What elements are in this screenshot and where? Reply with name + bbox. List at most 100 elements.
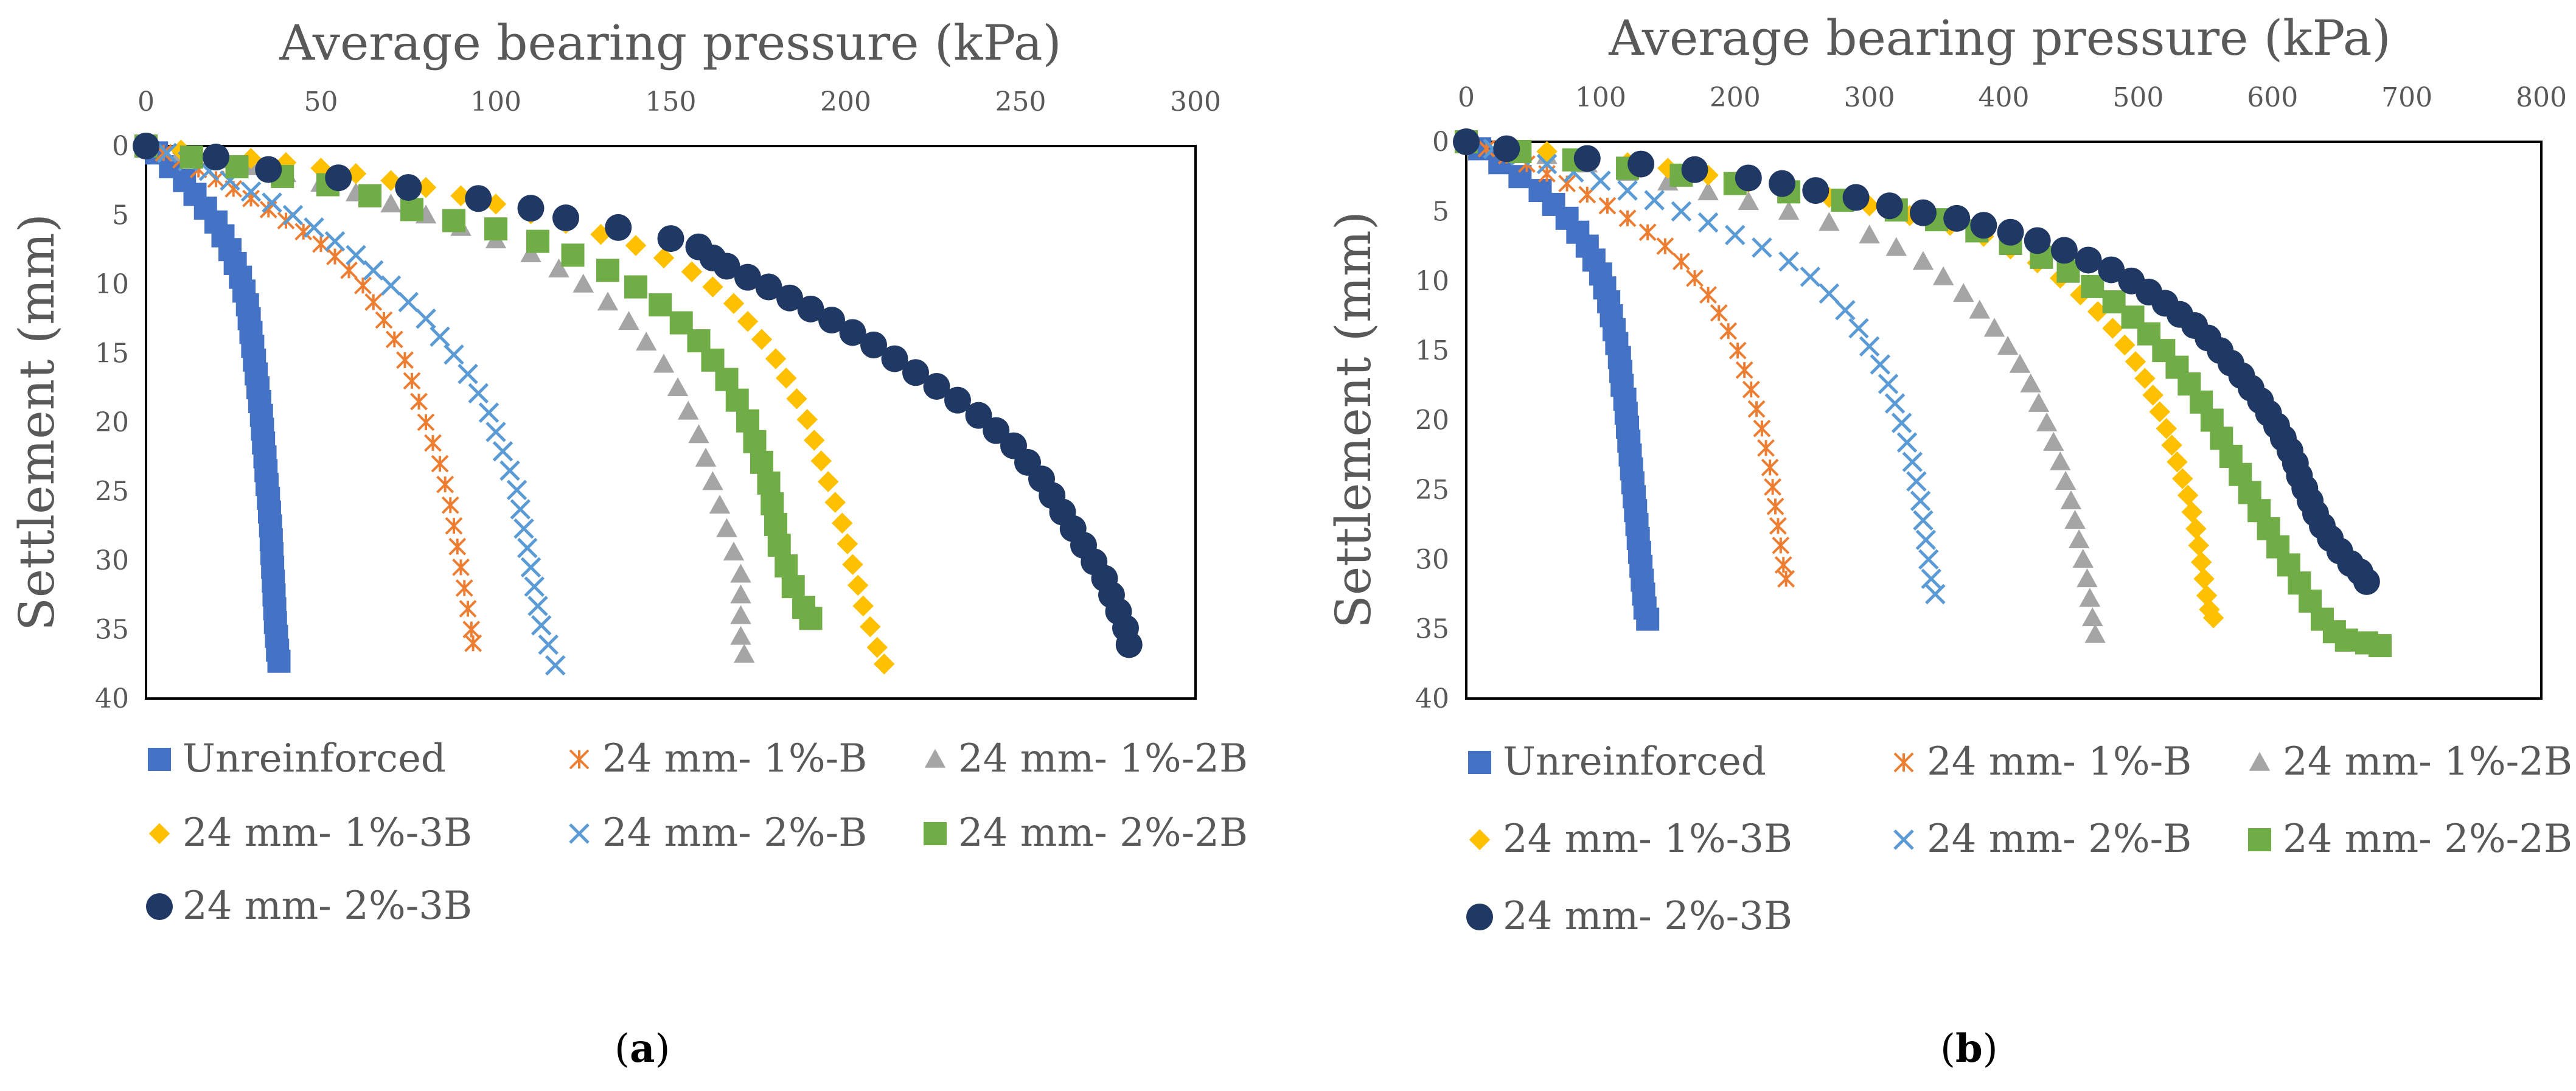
panel-caption: (a) <box>614 1026 670 1072</box>
data-point-24-mm-2-3b <box>755 273 782 301</box>
data-point-24-mm-1-3b <box>804 430 825 451</box>
data-point-24-mm-1-2b <box>653 354 675 373</box>
data-point-24-mm-1-b <box>385 330 403 349</box>
data-point-24-mm-1-2b <box>709 494 731 514</box>
data-point-24-mm-2-b <box>524 576 545 597</box>
data-point-24-mm-1-2b <box>695 447 717 467</box>
data-point-24-mm-1-2b <box>702 471 723 490</box>
data-point-24-mm-2-3b <box>1997 218 2024 246</box>
data-point-24-mm-1-2b <box>2020 373 2041 392</box>
data-point-24-mm-2-3b <box>1573 145 1601 172</box>
data-point-24-mm-2-3b <box>395 174 422 201</box>
data-point-24-mm-1-3b <box>2193 568 2215 590</box>
data-point-24-mm-2-3b <box>465 185 492 212</box>
data-point-24-mm-1-2b <box>380 193 402 213</box>
legend-item: 24 mm- 1%-B <box>569 736 867 781</box>
data-point-24-mm-1-2b <box>730 584 751 604</box>
data-point-24-mm-1-2b <box>688 424 709 444</box>
legend-item: 24 mm- 1%-3B <box>1469 817 1792 862</box>
y-tick-label: 40 <box>95 683 129 714</box>
legend: Unreinforced 24 mm- 1%-B 24 mm- 1%-2B 24 mm… <box>146 736 1248 929</box>
data-point-24-mm-2-b <box>458 363 478 385</box>
data-point-24-mm-2-b <box>1925 584 1946 605</box>
data-point-24-mm-2-2b <box>649 293 672 317</box>
data-point-24-mm-1-b <box>441 496 459 514</box>
legend-item: 24 mm- 1%-2B <box>2249 739 2572 784</box>
x-tick-label: 700 <box>2381 82 2432 113</box>
data-point-24-mm-1-3b <box>786 388 807 410</box>
data-point-24-mm-1-3b <box>2167 451 2188 473</box>
y-tick-label: 20 <box>95 407 129 438</box>
data-point-24-mm-2-b <box>1870 354 1891 375</box>
data-point-24-mm-1-3b <box>837 533 858 555</box>
legend-item: 24 mm- 2%-3B <box>1466 894 1792 939</box>
data-point-24-mm-2-b <box>240 181 262 202</box>
legend-marker-24-mm-2-2b <box>924 822 947 845</box>
data-point-24-mm-2-b <box>304 217 324 238</box>
data-point-24-mm-1-b <box>1686 269 1704 287</box>
data-point-24-mm-2-b <box>1878 374 1899 394</box>
data-point-24-mm-1-2b <box>1697 181 1719 201</box>
data-point-24-mm-1-3b <box>842 554 863 576</box>
data-point-24-mm-1-b <box>448 537 467 556</box>
legend-label: 24 mm- 1%-2B <box>2283 739 2572 784</box>
data-point-24-mm-1-b <box>1761 458 1779 476</box>
y-tick-label: 15 <box>95 338 129 369</box>
data-point-24-mm-1-3b <box>818 471 839 492</box>
data-point-24-mm-1-b <box>436 475 454 493</box>
data-point-24-mm-1-2b <box>667 377 689 397</box>
data-point-24-mm-2-3b <box>1802 177 1829 204</box>
data-point-24-mm-1-2b <box>730 605 751 624</box>
data-point-24-mm-2-b <box>500 460 520 481</box>
series-24-mm-2-2b <box>134 134 823 630</box>
legend-marker-24-mm-1-b <box>569 749 590 770</box>
data-point-24-mm-2-3b <box>1943 204 1971 232</box>
data-point-24-mm-2-2b <box>725 388 749 412</box>
data-point-24-mm-1-b <box>364 293 383 311</box>
data-point-24-mm-2-2b <box>526 229 549 253</box>
data-point-24-mm-1-2b <box>2009 354 2031 373</box>
data-point-24-mm-2-3b <box>1909 199 1937 226</box>
legend-label: 24 mm- 1%-B <box>602 736 867 781</box>
data-point-24-mm-1-b <box>1772 536 1790 554</box>
data-point-24-mm-2-3b <box>965 402 992 429</box>
data-point-24-mm-2-3b <box>1769 170 1796 197</box>
x-tick-label: 500 <box>2112 82 2163 113</box>
chart-a: 0 50 100 150 200 250 300 0 5 10 15 20 25 30 35 40 Averag… <box>9 15 1248 1072</box>
data-point-24-mm-1-2b <box>716 518 737 537</box>
data-point-24-mm-2-3b <box>657 225 684 253</box>
panel-a: 0 50 100 150 200 250 300 0 5 10 15 20 25 30 35 40 Averag… <box>9 15 1248 1072</box>
data-point-24-mm-2-b <box>346 245 366 266</box>
data-point-24-mm-2-b <box>1848 318 1869 339</box>
legend-marker-24-mm-1-b <box>1893 752 1914 773</box>
legend-marker-24-mm-2-2b <box>2248 828 2271 851</box>
data-point-24-mm-2-3b <box>902 359 929 386</box>
data-point-24-mm-2-3b <box>1627 150 1655 178</box>
data-point-24-mm-1-2b <box>2068 529 2090 549</box>
data-point-24-mm-1-3b <box>2134 368 2156 389</box>
data-point-24-mm-1-2b <box>678 400 699 420</box>
x-tick-label: 600 <box>2247 82 2298 113</box>
data-point-24-mm-1-b <box>294 223 313 241</box>
y-tick-label: 0 <box>112 131 129 162</box>
data-point-24-mm-1-3b <box>2142 385 2163 406</box>
data-point-24-mm-1-3b <box>860 616 881 638</box>
legend-label: 24 mm- 1%-3B <box>1503 817 1792 862</box>
data-point-24-mm-2-b <box>1724 225 1746 246</box>
x-tick-label: 0 <box>1458 82 1475 113</box>
data-point-24-mm-1-2b <box>1952 283 1974 302</box>
legend-marker-24-mm-1-2b <box>924 748 946 768</box>
data-point-24-mm-1-3b <box>2156 417 2177 439</box>
legend-label: 24 mm- 1%-2B <box>958 736 1248 781</box>
data-point-24-mm-1-2b <box>734 644 755 663</box>
y-tick-label: 15 <box>1415 335 1449 366</box>
data-point-24-mm-1-3b <box>2102 318 2123 339</box>
legend-marker-24-mm-1-3b <box>1469 829 1491 851</box>
data-point-24-mm-1-b <box>1766 497 1784 515</box>
legend-item: 24 mm- 1%-B <box>1893 739 2191 784</box>
data-point-24-mm-2-3b <box>325 164 352 192</box>
data-point-24-mm-2-b <box>324 231 346 252</box>
series-24-mm-1-b <box>1457 133 1795 588</box>
data-point-24-mm-2-b <box>1671 201 1692 222</box>
data-point-24-mm-2-b <box>1921 568 1941 590</box>
